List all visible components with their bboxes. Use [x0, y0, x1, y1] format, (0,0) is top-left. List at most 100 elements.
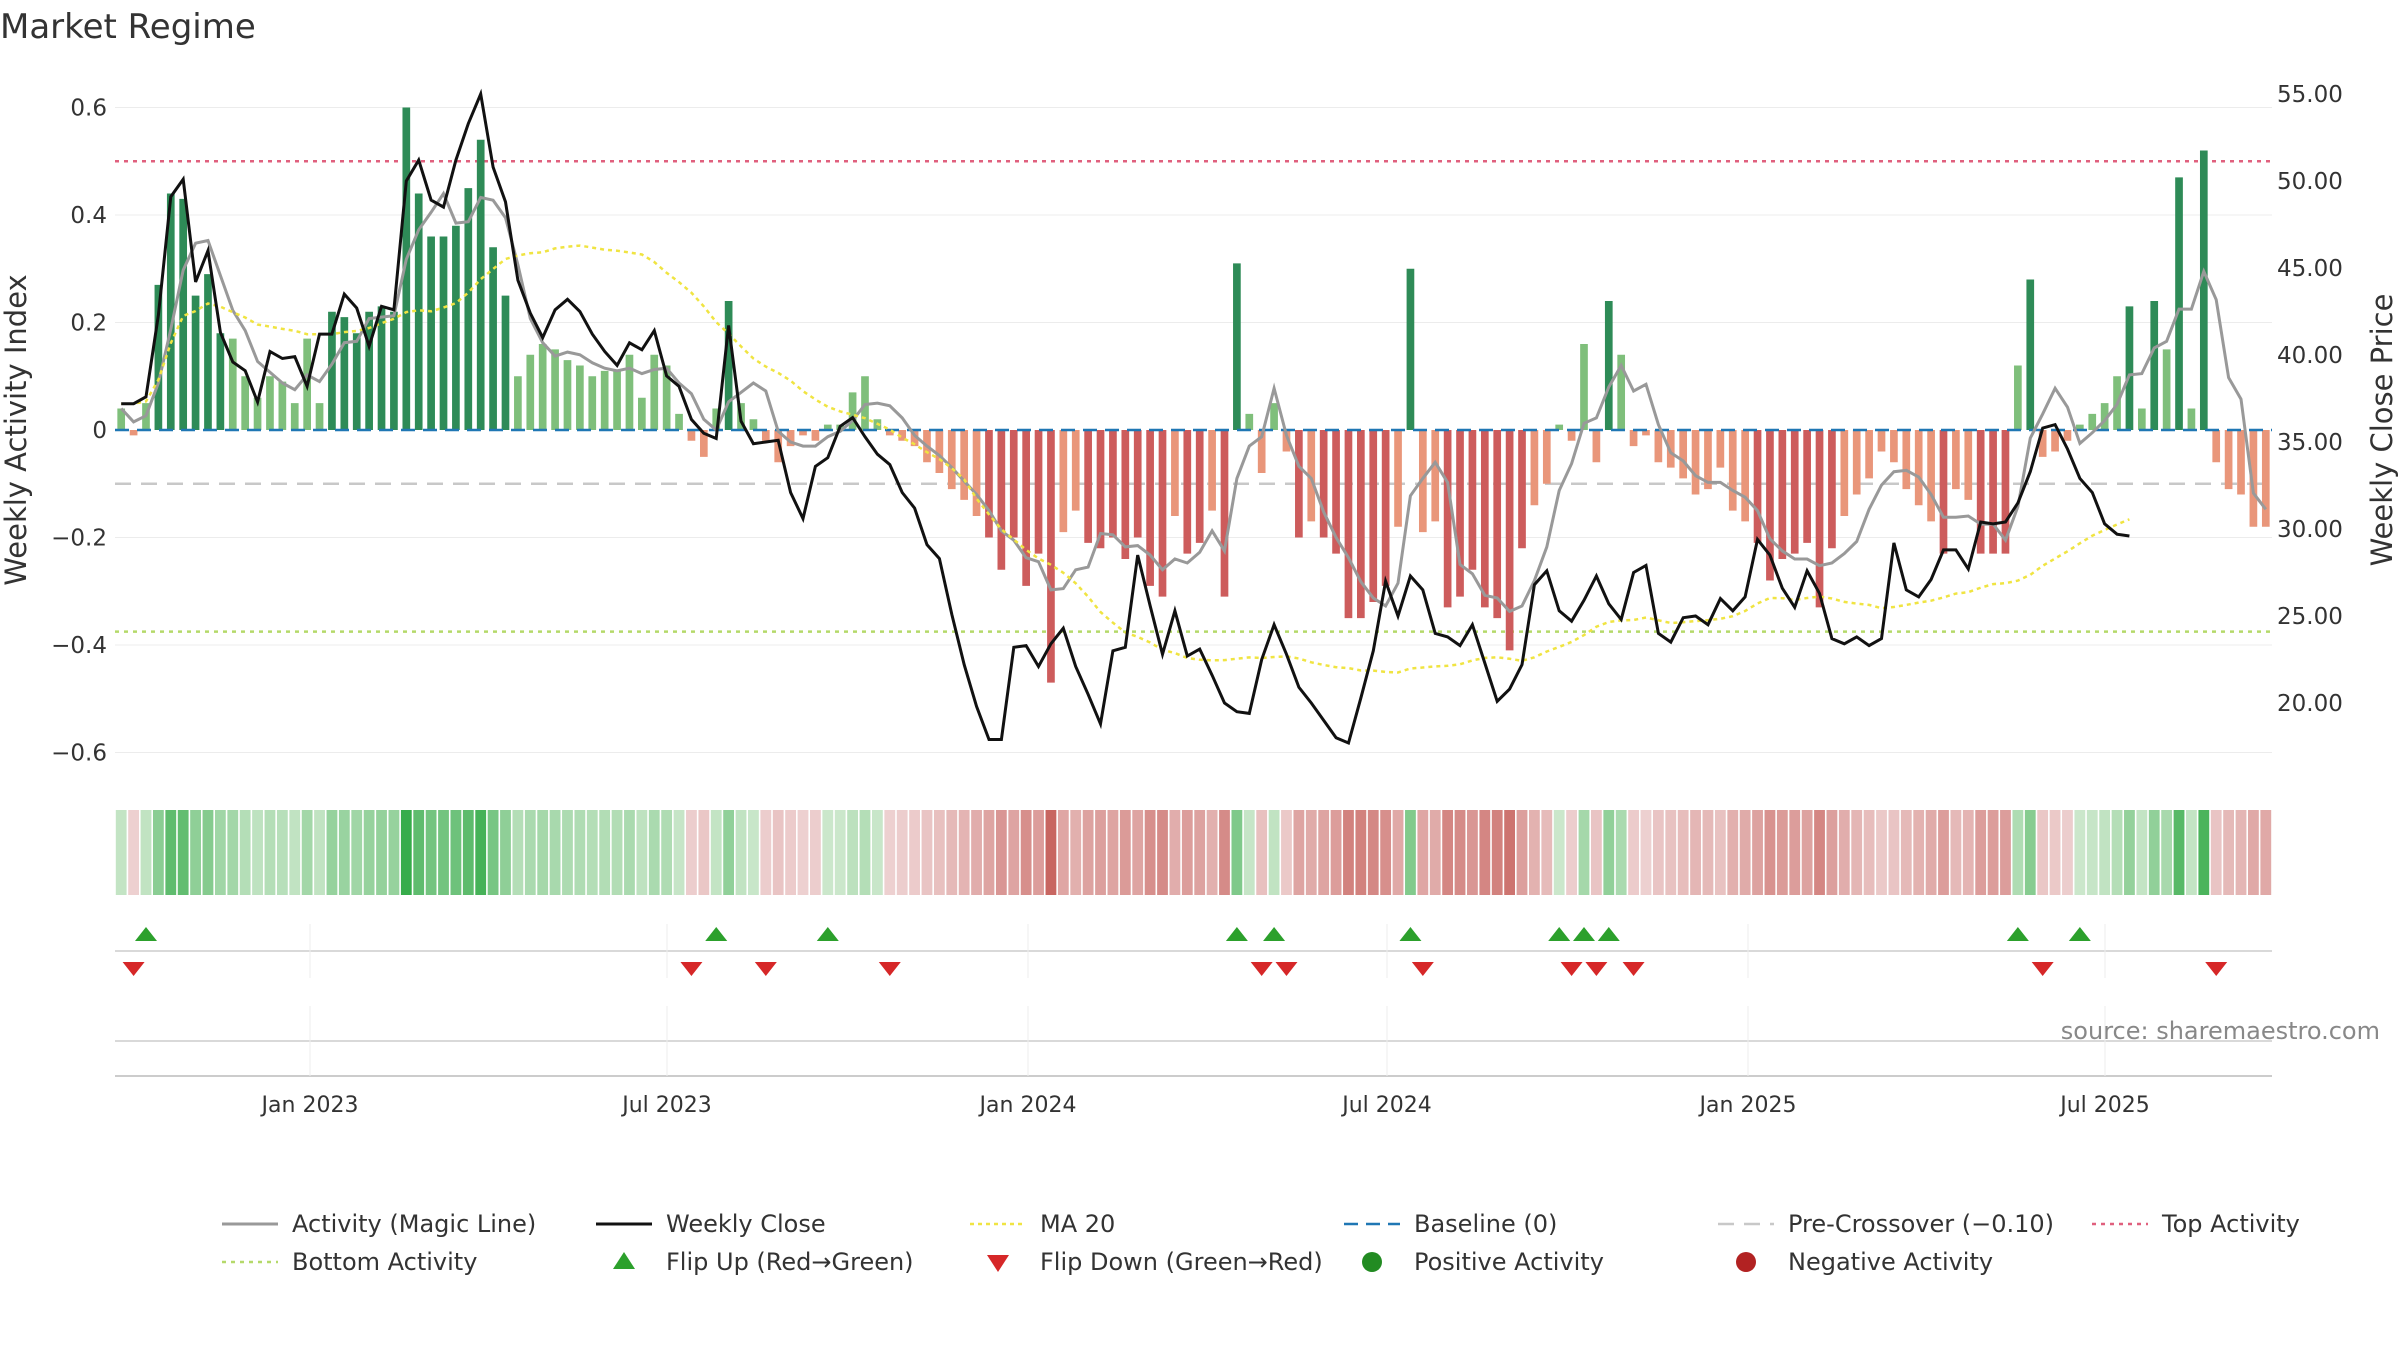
heat-cell: [1231, 810, 1243, 895]
heat-cell: [1578, 810, 1590, 895]
heat-cell: [933, 810, 945, 895]
heat-cell: [1467, 810, 1478, 895]
y-tick-left: −0.6: [51, 741, 107, 767]
x-tick: Jul 2025: [2058, 1093, 2150, 1118]
heat-cell: [2049, 810, 2061, 895]
heat-cell: [537, 810, 549, 895]
heat-cell: [760, 810, 772, 895]
y-tick-right: 50.00: [2277, 169, 2343, 195]
activity-bar: [1034, 430, 1043, 554]
heat-cell: [1838, 810, 1850, 895]
heat-cell: [2024, 810, 2036, 895]
activity-bar: [2038, 430, 2047, 457]
heat-cell: [2148, 810, 2160, 895]
heat-cell: [2012, 810, 2024, 895]
y-tick-right: 45.00: [2277, 256, 2343, 282]
activity-bar: [2088, 413, 2097, 430]
heat-cell: [326, 810, 338, 895]
activity-bar: [315, 403, 324, 430]
activity-bar: [1096, 430, 1105, 549]
heat-cell: [1987, 810, 1999, 895]
heat-cell: [177, 810, 189, 895]
activity-bar: [1567, 430, 1576, 441]
flip-up-marker: [1263, 927, 1286, 941]
activity-bar: [1828, 430, 1836, 549]
heat-cell: [1132, 810, 1144, 895]
heat-cell: [1851, 810, 1863, 895]
activity-bar: [2261, 430, 2270, 527]
activity-bar: [2076, 424, 2084, 430]
heat-cell: [2037, 810, 2049, 895]
heat-cell: [1268, 810, 1280, 895]
flip-down-marker: [1411, 962, 1434, 976]
activity-bar: [1480, 430, 1489, 608]
heat-cell: [388, 810, 400, 895]
activity-bar: [266, 376, 274, 430]
heat-cell: [1603, 810, 1615, 895]
activity-bar: [1505, 430, 1514, 651]
activity-bar: [1357, 430, 1365, 619]
activity-bar: [811, 430, 820, 441]
heat-cell: [1293, 810, 1305, 895]
heat-cell: [1305, 810, 1317, 895]
activity-bar: [1927, 430, 1935, 522]
activity-bar: [699, 430, 708, 457]
y-tick-right: 20.00: [2277, 691, 2343, 717]
x-axis: Jan 2023 Jul 2023 Jan 2024 Jul 2024 Jan 2025…: [115, 1006, 2272, 1118]
activity-bar: [402, 107, 411, 430]
heat-cell: [1194, 810, 1206, 895]
heat-cell: [624, 810, 635, 895]
heat-cell: [2074, 810, 2086, 895]
activity-bar: [724, 301, 733, 430]
y-axis-left-title: Weekly Activity Index: [0, 274, 33, 585]
flip-up-marker: [1399, 927, 1422, 941]
heat-cell: [1256, 810, 1268, 895]
heat-cell: [1219, 810, 1230, 895]
activity-bar: [1679, 430, 1688, 479]
activity-bar: [935, 430, 944, 473]
flip-down-marker: [1585, 962, 1608, 976]
activity-bar: [117, 408, 126, 430]
heat-cell: [1057, 810, 1069, 895]
y-tick-left: 0.2: [70, 311, 107, 337]
heat-cell: [1355, 810, 1367, 895]
heat-cell: [214, 810, 226, 895]
flip-up-marker: [705, 927, 728, 941]
heat-cell: [314, 810, 325, 895]
heat-cell: [1962, 810, 1974, 895]
heat-cell: [425, 810, 437, 895]
heat-cell: [2223, 810, 2235, 895]
activity-bar: [1778, 430, 1787, 559]
activity-bar: [427, 236, 435, 430]
heat-cell: [1281, 810, 1292, 895]
activity-bar: [650, 354, 659, 430]
heat-cell: [1888, 810, 1900, 895]
heat-cell: [884, 810, 896, 895]
activity-bar: [1580, 344, 1588, 430]
activity-bar: [452, 225, 460, 430]
activity-bar: [2026, 279, 2035, 430]
activity-bar: [1766, 430, 1774, 581]
heat-cell: [1975, 810, 1987, 895]
heat-cell: [338, 810, 350, 895]
heat-cell: [673, 810, 685, 895]
heat-cell: [1405, 810, 1416, 895]
flip-down-marker: [1622, 962, 1645, 976]
activity-bar: [687, 430, 696, 441]
heat-cell: [1553, 810, 1565, 895]
activity-bar: [675, 413, 683, 430]
heat-cell: [1206, 810, 1218, 895]
heat-cell: [1677, 810, 1689, 895]
heat-cell: [1876, 810, 1887, 895]
legend-label: Negative Activity: [1788, 1248, 1993, 1276]
activity-bar: [166, 193, 175, 430]
heat-cell: [1752, 810, 1763, 895]
activity-bar: [1890, 430, 1898, 463]
heat-cell: [995, 810, 1007, 895]
heat-cell: [1008, 810, 1020, 895]
heat-cell: [1107, 810, 1119, 895]
heat-cell: [1157, 810, 1168, 895]
flip-down-marker: [754, 962, 777, 976]
heat-cell: [1727, 810, 1739, 895]
heat-cell: [648, 810, 660, 895]
